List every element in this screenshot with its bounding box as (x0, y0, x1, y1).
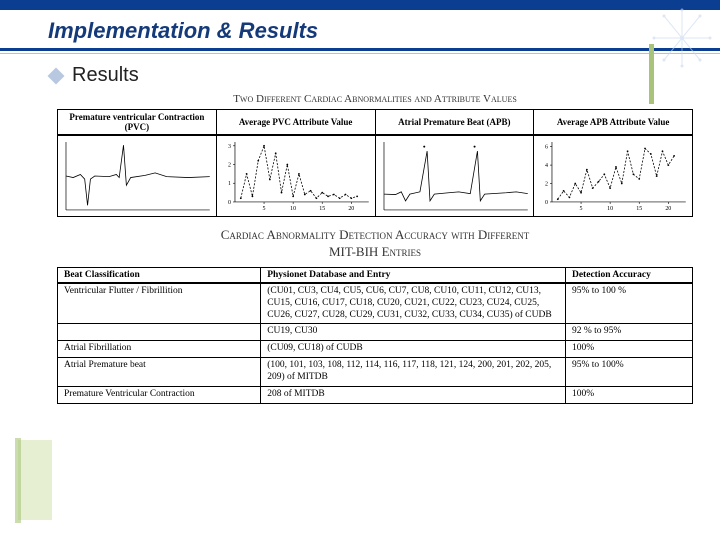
acc-entry: (CU01, CU3, CU4, CU5, CU6, CU7, CU8, CU1… (261, 283, 566, 324)
acc-entry: (CU09, CU18) of CUDB (261, 341, 566, 358)
chart-table: Premature ventricular Contraction (PVC) … (57, 109, 693, 217)
chart-header-2: Atrial Premature Beat (APB) (375, 110, 534, 136)
diamond-bullet-icon (48, 67, 65, 84)
top-bar (0, 0, 720, 10)
acc-classification: Premature Ventricular Contraction (58, 386, 261, 403)
svg-text:15: 15 (636, 206, 642, 212)
svg-text:2: 2 (545, 182, 548, 188)
chart-header-1: Average PVC Attribute Value (216, 110, 375, 136)
bullet-row: Results (50, 64, 700, 87)
svg-text:15: 15 (319, 206, 325, 212)
svg-text:3: 3 (228, 144, 231, 150)
acc-classification: Atrial Fibrillation (58, 341, 261, 358)
svg-text:0: 0 (545, 200, 548, 206)
slide-title: Implementation & Results (0, 10, 720, 48)
acc-header-2: Detection Accuracy (565, 267, 692, 283)
svg-text:2: 2 (228, 163, 231, 169)
table-row: Atrial Premature beat(100, 101, 103, 108… (58, 358, 693, 387)
acc-entry: CU19, CU30 (261, 324, 566, 341)
chart-pvc-wave (60, 138, 214, 214)
acc-header-1: Physionet Database and Entry (261, 267, 566, 283)
chart-apb-attr: 0 2 4 6 5 10 15 20 (536, 138, 690, 214)
acc-accuracy: 100% (565, 341, 692, 358)
svg-text:20: 20 (348, 206, 354, 212)
svg-text:10: 10 (607, 206, 613, 212)
acc-accuracy: 95% to 100% (565, 358, 692, 387)
acc-header-0: Beat Classification (58, 267, 261, 283)
acc-entry: 208 of MITDB (261, 386, 566, 403)
accuracy-caption-l2: MIT-BIH Entries (329, 244, 421, 259)
chart-pvc-attr: 0 1 2 3 5 10 15 20 (219, 138, 373, 214)
svg-text:5: 5 (262, 206, 265, 212)
acc-classification: Atrial Premature beat (58, 358, 261, 387)
title-underline (0, 48, 720, 51)
svg-text:5: 5 (580, 206, 583, 212)
side-accent-left-bar (15, 438, 21, 523)
accuracy-caption: Cardiac Abnormality Detection Accuracy w… (50, 227, 700, 261)
table-row: CU19, CU3092 % to 95% (58, 324, 693, 341)
svg-text:4: 4 (545, 163, 548, 169)
svg-text:1: 1 (228, 181, 231, 187)
accuracy-table: Beat Classification Physionet Database a… (57, 267, 693, 404)
side-accent-left-block (18, 440, 52, 520)
acc-accuracy: 95% to 100 % (565, 283, 692, 324)
svg-text:10: 10 (290, 206, 296, 212)
acc-classification (58, 324, 261, 341)
svg-text:0: 0 (228, 200, 231, 206)
chart-caption: Two Different Cardiac Abnormalities and … (50, 93, 700, 105)
table-row: Ventricular Flutter / Fibrillition(CU01,… (58, 283, 693, 324)
chart-apb-wave (378, 138, 532, 214)
acc-entry: (100, 101, 103, 108, 112, 114, 116, 117,… (261, 358, 566, 387)
table-row: Premature Ventricular Contraction208 of … (58, 386, 693, 403)
table-row: Atrial Fibrillation(CU09, CU18) of CUDB1… (58, 341, 693, 358)
svg-text:20: 20 (666, 206, 672, 212)
acc-accuracy: 100% (565, 386, 692, 403)
acc-accuracy: 92 % to 95% (565, 324, 692, 341)
accuracy-caption-l1: Cardiac Abnormality Detection Accuracy w… (221, 227, 530, 242)
acc-classification: Ventricular Flutter / Fibrillition (58, 283, 261, 324)
bullet-text: Results (72, 64, 139, 87)
svg-text:6: 6 (545, 145, 548, 151)
chart-header-0: Premature ventricular Contraction (PVC) (58, 110, 217, 136)
chart-header-3: Average APB Attribute Value (534, 110, 693, 136)
